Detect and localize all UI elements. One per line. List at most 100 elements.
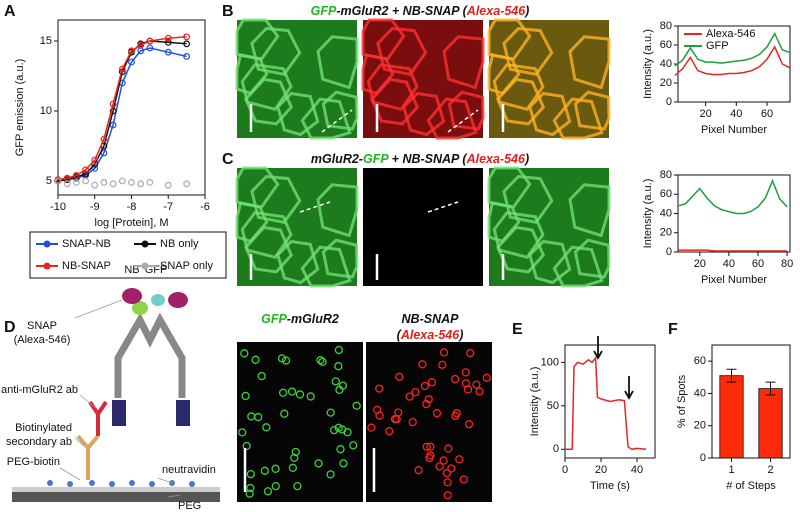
- y-tick-label: 40: [694, 387, 706, 399]
- data-point: [91, 160, 99, 168]
- cell-outline: [235, 166, 280, 209]
- spot: [306, 392, 315, 401]
- spot: [411, 388, 420, 397]
- spot: [405, 392, 414, 401]
- spot: [438, 360, 447, 369]
- micrograph: [237, 342, 363, 502]
- data-point: [137, 41, 145, 49]
- x-tick-label: -7: [163, 201, 173, 213]
- panel-label: E: [512, 321, 523, 338]
- spot: [463, 385, 473, 394]
- spot: [439, 456, 448, 465]
- data-point: [183, 53, 191, 60]
- line-profile: [447, 109, 479, 133]
- title-part: GFP: [363, 152, 389, 166]
- y-tick-label: 0: [666, 96, 672, 108]
- spot: [455, 455, 464, 464]
- cell-outline: [552, 97, 604, 140]
- bar: [758, 388, 783, 459]
- data-point: [82, 170, 89, 178]
- spot: [290, 453, 299, 462]
- cell-outline: [573, 238, 611, 279]
- x-tick-label: 60: [761, 108, 773, 120]
- cell-outline: [300, 245, 352, 288]
- panel-label: C: [222, 151, 234, 168]
- data-point: [91, 164, 99, 172]
- x-tick-label: 60: [752, 258, 764, 270]
- legend-marker: [141, 240, 149, 248]
- series-line: [565, 356, 647, 451]
- spot: [482, 373, 492, 382]
- cell-outline: [366, 63, 419, 112]
- spot: [339, 459, 348, 468]
- cell-outline: [240, 211, 293, 260]
- plot-area: [677, 178, 788, 252]
- diagram-label: (Alexa-546): [14, 334, 71, 346]
- data-point: [164, 48, 172, 56]
- leader-lines: [59, 299, 181, 498]
- panel-label: A: [4, 3, 16, 20]
- primary-antibody: [88, 400, 108, 436]
- cell-outline: [426, 97, 478, 140]
- y-tick-label: 20: [660, 227, 672, 239]
- data-point: [183, 33, 191, 41]
- y-tick-label: 5: [46, 175, 52, 187]
- title-part: Alexa-546: [400, 328, 460, 342]
- cell-outline: [568, 183, 611, 238]
- data-point: [72, 171, 80, 179]
- data-point: [100, 135, 108, 143]
- x-axis-label: log [Protein], M: [95, 217, 169, 229]
- spot: [424, 395, 433, 404]
- cell-outline: [316, 35, 359, 90]
- data-point: [109, 121, 117, 129]
- spot: [278, 388, 288, 397]
- title-part: (: [397, 328, 403, 342]
- y-axis-label: GFP emission (a.u.): [14, 59, 26, 157]
- title-part: + NB-SNAP (: [388, 152, 468, 166]
- legend-marker: [141, 262, 149, 270]
- data-point: [146, 44, 154, 52]
- title-part: GFP: [261, 312, 287, 326]
- snap: [122, 288, 142, 304]
- spot: [427, 378, 437, 387]
- diagram-label: Biotinylated: [15, 422, 72, 434]
- peg-layer: [12, 487, 220, 492]
- spot: [251, 355, 260, 364]
- spot: [287, 387, 297, 396]
- spot: [318, 357, 327, 366]
- data-point: [118, 177, 126, 185]
- spot: [461, 368, 470, 377]
- cell-outline: [276, 239, 320, 285]
- spot: [240, 349, 249, 358]
- receptor: [114, 312, 186, 398]
- panel-label: F: [668, 321, 678, 338]
- data-point: [118, 65, 126, 73]
- spot: [329, 426, 339, 435]
- x-tick-label: 0: [562, 464, 568, 476]
- spot: [395, 372, 404, 381]
- data-point: [128, 178, 135, 186]
- spot: [280, 409, 289, 418]
- spot: [245, 489, 254, 498]
- data-point: [63, 180, 71, 188]
- panel-label: D: [4, 319, 16, 336]
- data-point: [54, 177, 62, 185]
- spot: [367, 423, 376, 432]
- spot: [426, 442, 435, 451]
- y-axis-label: % of Spots: [676, 374, 688, 428]
- diagram-label: anti-mGluR2 ab: [1, 384, 78, 396]
- spot: [392, 414, 401, 424]
- plot-frame: [57, 19, 206, 196]
- snap: [168, 292, 188, 308]
- data-point: [183, 40, 191, 48]
- legend-label: Alexa-546: [706, 28, 756, 40]
- y-tick-label: 0: [553, 443, 559, 455]
- spot: [238, 428, 247, 437]
- spot: [439, 348, 449, 357]
- arrow: [593, 336, 603, 360]
- spot: [262, 423, 271, 432]
- gfp: [132, 301, 148, 315]
- image-title: mGluR2-GFP + NB-SNAP (Alexa-546): [311, 152, 529, 166]
- line-profile: [427, 201, 459, 213]
- spot: [316, 356, 325, 365]
